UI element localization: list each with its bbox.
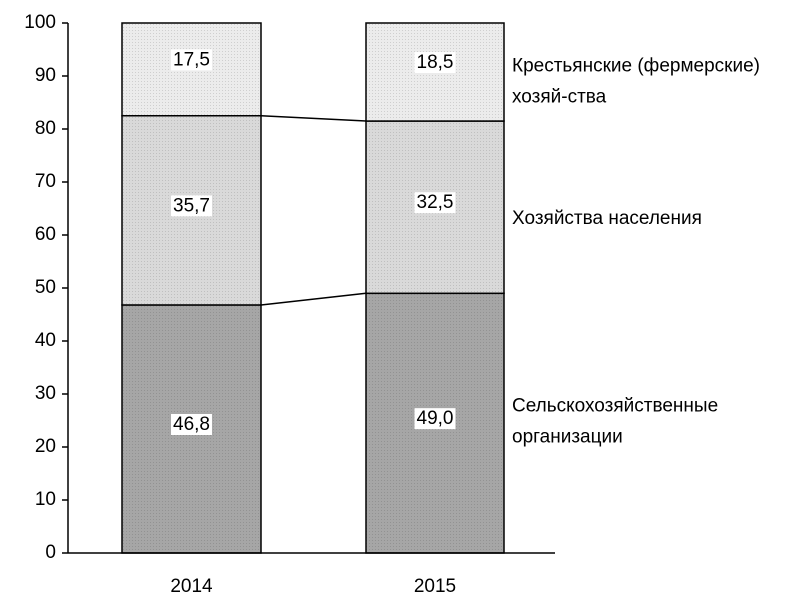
data-label-bg: [414, 52, 456, 74]
y-tick-label: 60: [35, 224, 56, 245]
data-label: 17,5: [173, 49, 210, 70]
data-label: 18,5: [417, 52, 454, 73]
data-label-bg: [414, 192, 456, 214]
y-tick-label: 10: [35, 489, 56, 510]
data-label: 46,8: [173, 414, 210, 435]
y-tick-label: 100: [24, 12, 56, 33]
data-label: 32,5: [417, 192, 454, 213]
y-tick-label: 30: [35, 383, 56, 404]
connector-line: [260, 292, 367, 306]
legend-label: Крестьянские (фермерские) хозяй-ства: [512, 56, 760, 108]
y-tick-label: 50: [35, 277, 56, 298]
y-tick-label: 80: [35, 118, 56, 139]
data-label-bg: [171, 49, 212, 71]
connector-line: [260, 115, 367, 122]
y-tick-label: 20: [35, 436, 56, 457]
y-tick-label: 40: [35, 330, 56, 351]
data-label-bg: [414, 408, 456, 430]
x-tick-label: 2014: [170, 576, 213, 597]
legend-label: Хозяйства населения: [512, 208, 702, 229]
y-tick-label: 70: [35, 171, 56, 192]
data-label-bg: [171, 195, 212, 217]
legend-label: Сельскохозяйственные организации: [512, 396, 718, 448]
data-label: 35,7: [173, 195, 210, 216]
x-tick-label: 2015: [414, 576, 456, 597]
y-tick-label: 90: [35, 65, 56, 86]
y-tick-label: 0: [45, 542, 56, 563]
data-label-bg: [171, 413, 212, 435]
data-label: 49,0: [417, 408, 454, 429]
